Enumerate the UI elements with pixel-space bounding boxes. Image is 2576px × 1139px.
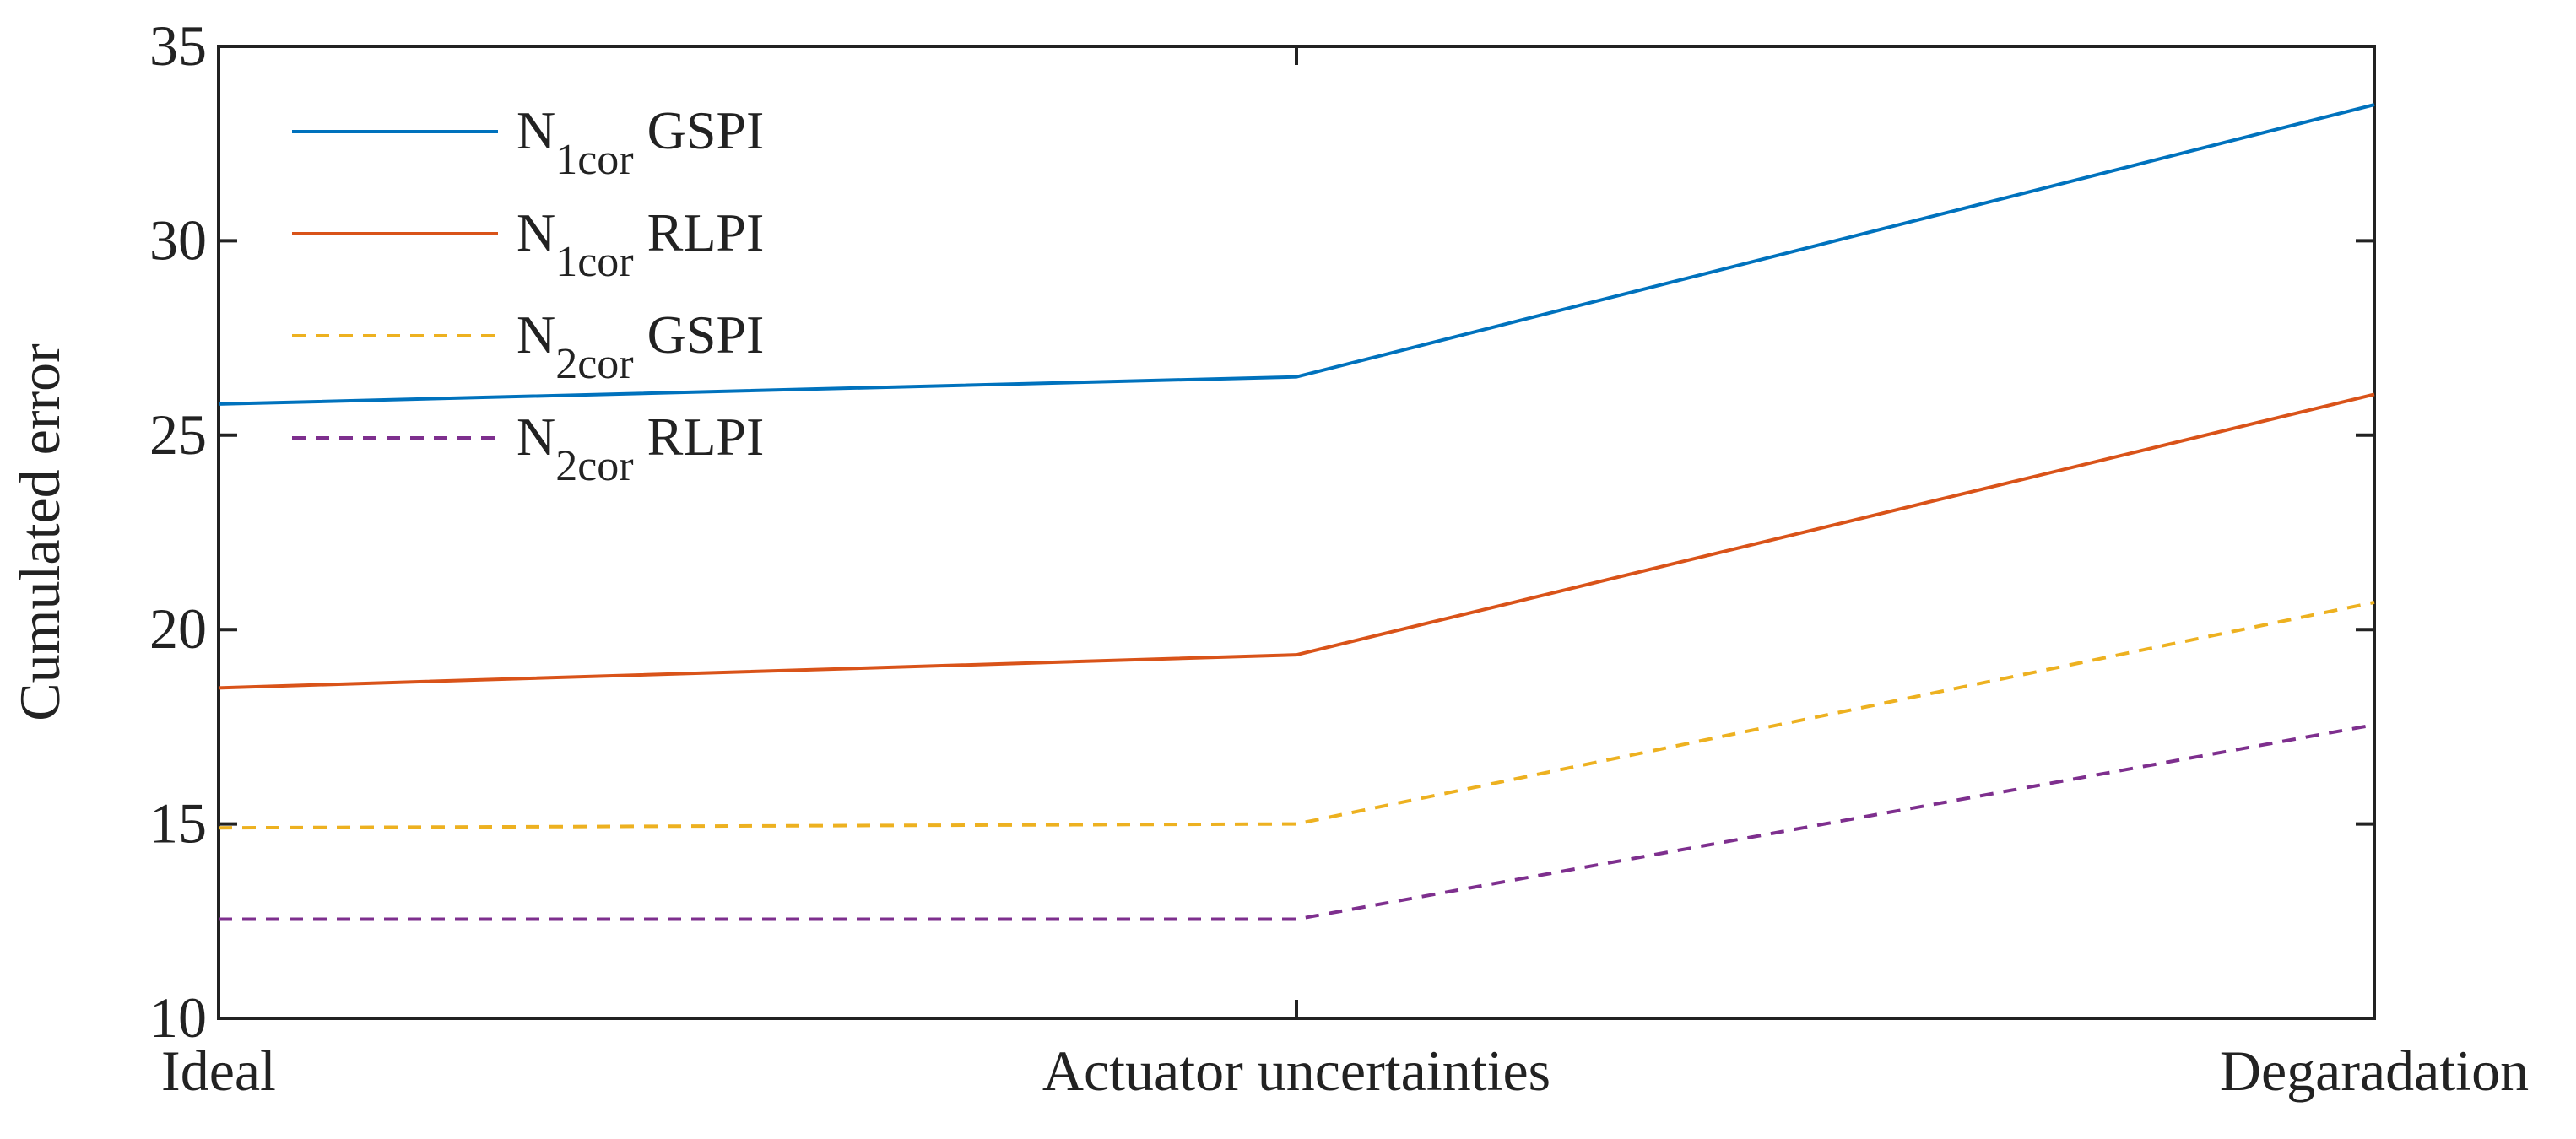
x-tick-label: Ideal: [161, 1039, 276, 1103]
y-tick-label: 35: [149, 13, 207, 78]
y-axis-label: Cumulated error: [8, 343, 72, 721]
plot-frame: [217, 45, 2376, 1020]
series-line: [218, 392, 2375, 690]
y-tick-label: 10: [149, 985, 207, 1050]
x-tick-label: Actuator uncertainties: [1042, 1039, 1550, 1103]
y-tick-label: 15: [149, 791, 207, 856]
legend-label: N2cor GSPI: [517, 305, 764, 388]
y-tick-label: 25: [149, 402, 207, 467]
y-tick-label: 30: [149, 208, 207, 272]
y-tick-label: 20: [149, 596, 207, 661]
series-line: [218, 103, 2375, 406]
legend-label: N1cor GSPI: [517, 100, 764, 184]
series-line: [218, 600, 2375, 830]
x-tick-label: Degaradation: [2220, 1039, 2529, 1103]
legend-label: N1cor RLPI: [517, 202, 764, 286]
legend-label: N2cor RLPI: [517, 407, 764, 490]
series-line: [219, 723, 2375, 921]
